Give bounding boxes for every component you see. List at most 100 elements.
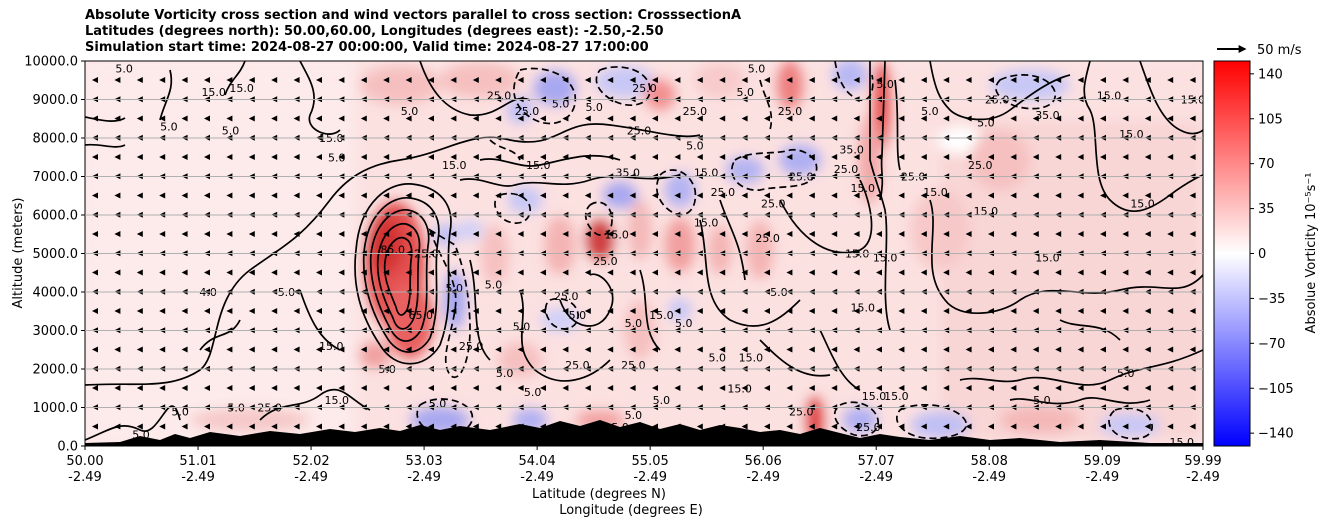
wind-arrow-icon [629,154,636,160]
y-axis: 0.0 1000.0 2000.0 3000.0 4000.0 5000.0 6000.0 7… [24,55,1203,455]
wind-arrow-icon [226,346,233,353]
wind-arrow-icon [428,308,434,314]
wind-arrow-icon [853,308,860,314]
plot-area: 5.015.015.05.05.05.015.05.015.04.05.015.… [85,61,1203,446]
wind-arrow-icon [159,231,166,237]
contour-label: 5.0 [977,117,995,130]
wind-arrow-icon [607,77,614,83]
wind-arrow-icon [1144,385,1151,391]
wind-arrow-icon [786,423,793,430]
contour-label: 15.0 [526,159,551,172]
chart-title-line-1: Absolute Vorticity cross section and win… [85,8,742,23]
wind-arrow-icon [383,269,390,276]
wind-arrow-icon [1055,115,1062,122]
wind-arrow-icon [943,385,950,391]
wind-arrow-icon [248,346,255,353]
wind-arrow-icon [629,231,636,237]
wind-arrow-icon [360,385,367,391]
wind-arrow-icon [316,115,322,122]
wind-arrow-icon [204,115,210,122]
contour-label: 25.0 [632,82,657,95]
x-tick-label-lon: -2.49 [1186,470,1220,485]
wind-arrow-icon [204,154,210,160]
wind-arrow-icon [808,231,815,237]
wind-arrow-icon [965,154,972,160]
wind-arrow-icon [562,385,569,391]
contour-label: 15.0 [1097,90,1122,103]
wind-arrow-icon [1144,269,1151,276]
wind-arrow-icon [674,154,681,160]
wind-arrow-icon [1122,385,1129,391]
wind-arrow-icon [181,269,188,276]
wind-arrow-icon [360,231,367,237]
wind-arrow-icon [1122,423,1129,430]
wind-arrow-icon [853,423,860,430]
wind-arrow-icon [831,385,838,391]
wind-arrow-icon [629,346,636,353]
wind-arrow-icon [181,115,188,122]
wind-arrow-icon [360,154,367,160]
wind-arrow-icon [450,115,457,122]
wind-arrow-icon [584,154,591,160]
wind-arrow-icon [271,269,278,276]
wind-arrow-icon [204,346,210,353]
wind-arrow-icon [1189,308,1196,314]
wind-arrow-icon [428,231,434,237]
wind-arrow-icon [136,346,143,353]
wind-arrow-icon [517,154,524,160]
wind-arrow-icon [1122,269,1129,276]
wind-arrow-icon [808,423,815,430]
wind-arrow-icon [629,115,636,122]
wind-arrow-icon [741,346,748,353]
wind-arrow-icon [450,77,457,83]
wind-arrow-icon [808,346,815,353]
wind-arrow-icon [920,423,927,430]
wind-arrow-icon [607,308,614,314]
wind-arrow-icon [1077,115,1084,122]
wind-arrow-icon [204,423,210,430]
contour-label: 5.0 [653,394,671,407]
wind-arrow-icon [405,346,412,353]
wind-arrow-icon [293,346,300,353]
contour-label: 15.0 [325,394,350,407]
contour-label: 5.0 [160,120,178,133]
wind-arrow-icon [1122,346,1129,353]
contour-label: 15.0 [851,301,876,314]
wind-arrow-icon [136,115,143,122]
wind-arrow-icon [159,192,166,199]
wind-arrow-icon [360,346,367,353]
x-axis: 50.00-2.4951.01-2.4952.02-2.4953.03-2.49… [66,446,1222,485]
contour-label: 15.0 [694,167,719,180]
wind-arrow-icon [786,231,793,237]
wind-arrow-icon [1167,269,1174,276]
wind-arrow-icon [1189,231,1196,237]
wind-arrow-icon [1100,192,1106,199]
wind-arrow-icon [1010,346,1017,353]
wind-arrow-icon [898,115,905,122]
wind-arrow-icon [764,269,770,276]
wind-arrow-icon [405,192,412,199]
wind-arrow-icon [204,192,210,199]
wind-arrow-icon [248,77,255,83]
wind-arrow-icon [338,346,345,353]
contour-label: 5.0 [585,101,603,114]
wind-arrow-icon [181,77,188,83]
wind-arrow-icon [540,385,546,391]
wind-arrow-icon [629,269,636,276]
wind-arrow-icon [159,308,166,314]
wind-arrow-icon [405,269,412,276]
contour-label: 5.0 [222,124,240,137]
x-tick-label-lon: -2.49 [746,470,780,485]
contour-label: 5.0 [1117,367,1135,380]
wind-arrow-icon [92,77,98,83]
colorbar-tick-label: −140 [1258,427,1294,442]
wind-arrow-icon [450,231,457,237]
wind-arrow-icon [1144,154,1151,160]
wind-arrow-icon [472,346,479,353]
wind-arrow-icon [383,192,390,199]
wind-arrow-icon [428,77,434,83]
wind-arrow-icon [360,423,367,430]
wind-arrow-icon [293,308,300,314]
contour-label: 25.0 [515,105,540,118]
wind-arrow-icon [405,231,412,237]
